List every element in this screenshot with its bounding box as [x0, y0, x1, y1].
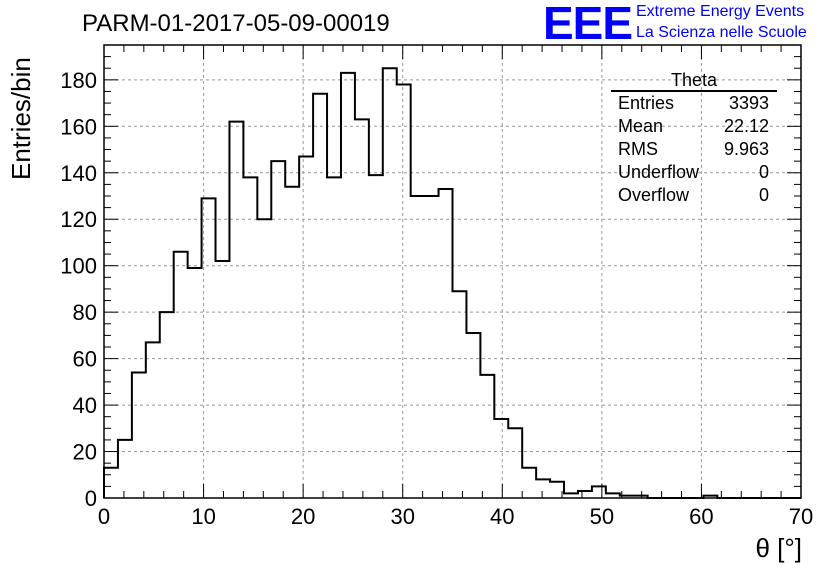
- x-tick-label: 0: [98, 504, 110, 529]
- axis-ticks: [103, 44, 802, 499]
- y-tick-label: 20: [73, 440, 97, 465]
- stats-row-overflow: Overflow 0: [611, 184, 777, 207]
- y-tick-label: 180: [60, 68, 97, 93]
- stats-value: 9.963: [723, 139, 769, 159]
- y-tick-label: 0: [85, 486, 97, 511]
- stats-value: 0: [758, 185, 769, 205]
- eee-logo: EEE: [543, 0, 633, 49]
- x-tick-label: 60: [689, 504, 713, 529]
- tick-labels: 0 10 20 30 40 50 60 70 0 20 40 60 80 100 120 140 160 180: [60, 68, 813, 529]
- stats-key: Entries: [618, 93, 675, 113]
- y-tick-label: 100: [60, 254, 97, 279]
- stats-value: 0: [758, 162, 769, 182]
- stats-row-rms: RMS 9.963: [611, 138, 777, 161]
- stats-row-underflow: Underflow 0: [611, 161, 777, 184]
- y-tick-label: 60: [73, 347, 97, 372]
- x-tick-label: 40: [490, 504, 514, 529]
- stats-value: 3393: [728, 93, 769, 113]
- y-tick-label: 40: [73, 393, 97, 418]
- stats-key: Underflow: [618, 162, 700, 182]
- x-axis-label: θ [°]: [755, 533, 802, 563]
- plot-frame: [103, 44, 802, 499]
- stats-key: Mean: [618, 116, 664, 136]
- logo-line-1: Extreme Energy Events: [636, 3, 805, 20]
- y-tick-label: 140: [60, 161, 97, 186]
- axes: [103, 44, 802, 499]
- y-axis-label: Entries/bin: [6, 57, 36, 180]
- x-tick-label: 70: [789, 504, 813, 529]
- logo-line-2: La Scienza nelle Scuole: [636, 24, 807, 41]
- stats-key: Overflow: [618, 185, 690, 205]
- x-tick-label: 50: [590, 504, 614, 529]
- stats-row-entries: Entries 3393: [611, 92, 777, 115]
- stats-key: RMS: [618, 139, 658, 159]
- x-tick-label: 20: [291, 504, 315, 529]
- y-tick-label: 160: [60, 114, 97, 139]
- stats-value: 22.12: [723, 116, 769, 136]
- histogram-line: [103, 67, 801, 499]
- y-tick-label: 120: [60, 207, 97, 232]
- stats-box: Theta Entries 3393 Mean 22.12 RMS 9.963 …: [611, 70, 777, 207]
- y-tick-label: 80: [73, 300, 97, 325]
- x-tick-label: 30: [390, 504, 414, 529]
- chart-title: PARM-01-2017-05-09-00019: [82, 10, 390, 37]
- x-tick-label: 10: [191, 504, 215, 529]
- stats-title: Theta: [611, 70, 777, 92]
- stats-row-mean: Mean 22.12: [611, 115, 777, 138]
